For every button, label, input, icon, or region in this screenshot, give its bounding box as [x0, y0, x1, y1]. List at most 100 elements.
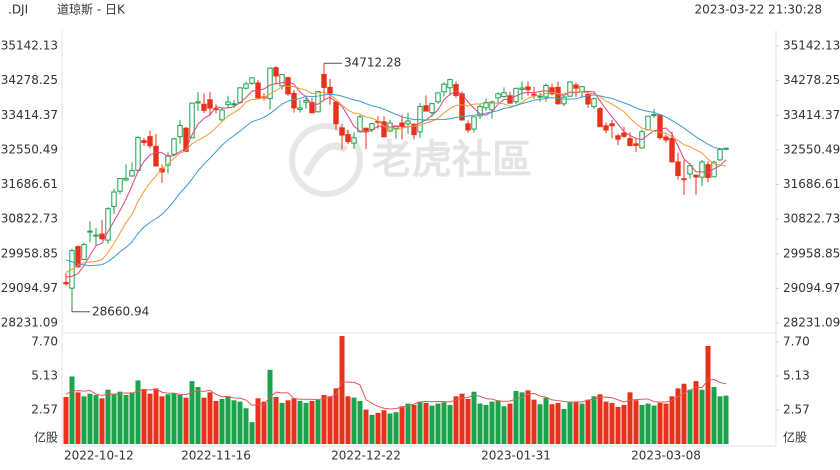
- y-tick-label-right: 30822.73: [783, 212, 840, 226]
- y-tick-label-right: 32550.49: [783, 142, 840, 156]
- volume-bar: [393, 412, 399, 444]
- x-tick-label: 2023-03-08: [631, 449, 701, 463]
- volume-bar: [75, 392, 81, 444]
- volume-bar: [465, 398, 471, 444]
- candle-body: [633, 143, 639, 146]
- candle-body: [441, 83, 447, 93]
- volume-bar: [69, 376, 75, 444]
- candle-body: [693, 174, 699, 178]
- volume-bar: [459, 393, 465, 444]
- volume-bar: [705, 345, 711, 444]
- volume-bar: [723, 395, 729, 444]
- volume-bar: [597, 394, 603, 444]
- volume-bar: [273, 396, 279, 444]
- volume-bar: [513, 391, 519, 444]
- candle-body: [195, 101, 201, 104]
- candle-body: [273, 67, 279, 77]
- volume-bar: [669, 396, 675, 444]
- candle-body: [63, 282, 69, 285]
- candle-body: [423, 105, 429, 112]
- watermark-logo: [289, 123, 363, 197]
- candle-body: [309, 102, 315, 114]
- volume-bar: [639, 404, 645, 444]
- candle-body: [651, 114, 657, 117]
- volume-bar: [333, 388, 339, 444]
- volume-bar: [435, 403, 441, 444]
- volume-bar: [693, 381, 699, 444]
- x-tick-label: 2022-10-12: [64, 449, 134, 463]
- candle-body: [447, 79, 453, 89]
- volume-bar: [147, 393, 153, 444]
- volume-bar: [453, 396, 459, 444]
- volume-bar: [447, 404, 453, 444]
- volume-bar: [63, 396, 69, 444]
- volume-bar: [255, 398, 261, 444]
- max-annotation: 34712.28: [344, 56, 401, 70]
- y-tick-label: 33414.37: [1, 108, 58, 122]
- watermark-logo: [302, 142, 349, 177]
- candle-body: [573, 84, 579, 89]
- volume-unit: 亿股: [34, 430, 58, 445]
- candle-body: [519, 87, 525, 90]
- y-tick-label: 29094.97: [1, 281, 58, 295]
- candle-body: [585, 94, 591, 105]
- volume-bar: [87, 393, 93, 444]
- candle-body: [93, 234, 99, 237]
- candle-body: [75, 246, 81, 268]
- candle-body: [411, 123, 417, 136]
- candle-body: [99, 233, 105, 240]
- y-tick-label-right: 29094.97: [783, 281, 840, 295]
- candle-body: [609, 123, 615, 127]
- candle-body: [81, 244, 87, 260]
- volume-bar: [297, 400, 303, 444]
- candle-body: [117, 177, 123, 192]
- min-annotation-line: [71, 305, 90, 313]
- volume-bar: [531, 399, 537, 444]
- volume-bar: [213, 400, 219, 444]
- volume-bar: [309, 400, 315, 444]
- volume-bar: [603, 401, 609, 444]
- volume-bar: [591, 396, 597, 444]
- volume-bar: [183, 397, 189, 444]
- watermark-text: 老虎社區: [372, 137, 532, 183]
- volume-bar: [501, 406, 507, 444]
- candle-body: [687, 165, 693, 175]
- candle-body: [621, 132, 627, 137]
- volume-bar: [153, 388, 159, 444]
- volume-bar: [99, 398, 105, 444]
- volume-ma-line: [65, 378, 727, 410]
- candle-body: [147, 136, 153, 147]
- candle-body: [183, 127, 189, 152]
- y-tick-label: 31686.61: [1, 177, 58, 191]
- volume-tick-label: 2.57: [31, 402, 58, 416]
- volume-bar: [645, 403, 651, 444]
- volume-bar: [303, 402, 309, 444]
- candle-body: [525, 86, 531, 91]
- candle-body: [699, 161, 705, 178]
- candle-body: [333, 101, 339, 125]
- candle-body: [603, 125, 609, 131]
- candle-body: [327, 86, 333, 94]
- candle-body: [663, 136, 669, 141]
- volume-unit-right: 亿股: [783, 430, 807, 445]
- ma-line: [65, 93, 727, 267]
- y-tick-label-right: 34278.25: [783, 73, 840, 87]
- candle-body: [405, 120, 411, 125]
- candle-body: [231, 103, 237, 106]
- candle-body: [339, 127, 345, 136]
- volume-bar: [351, 397, 357, 444]
- volume-bar: [249, 422, 255, 444]
- volume-bar: [231, 400, 237, 444]
- volume-bar: [609, 402, 615, 444]
- volume-bar: [633, 400, 639, 444]
- volume-bar: [573, 402, 579, 444]
- instrument-name: 道琼斯 - 日K: [57, 2, 126, 17]
- candle-body: [303, 100, 309, 103]
- volume-bar: [207, 392, 213, 444]
- candle-body: [291, 92, 297, 109]
- candle-body: [531, 93, 537, 96]
- volume-bar: [381, 410, 387, 444]
- volume-tick-label: 7.70: [31, 335, 58, 349]
- candle-body: [135, 136, 141, 171]
